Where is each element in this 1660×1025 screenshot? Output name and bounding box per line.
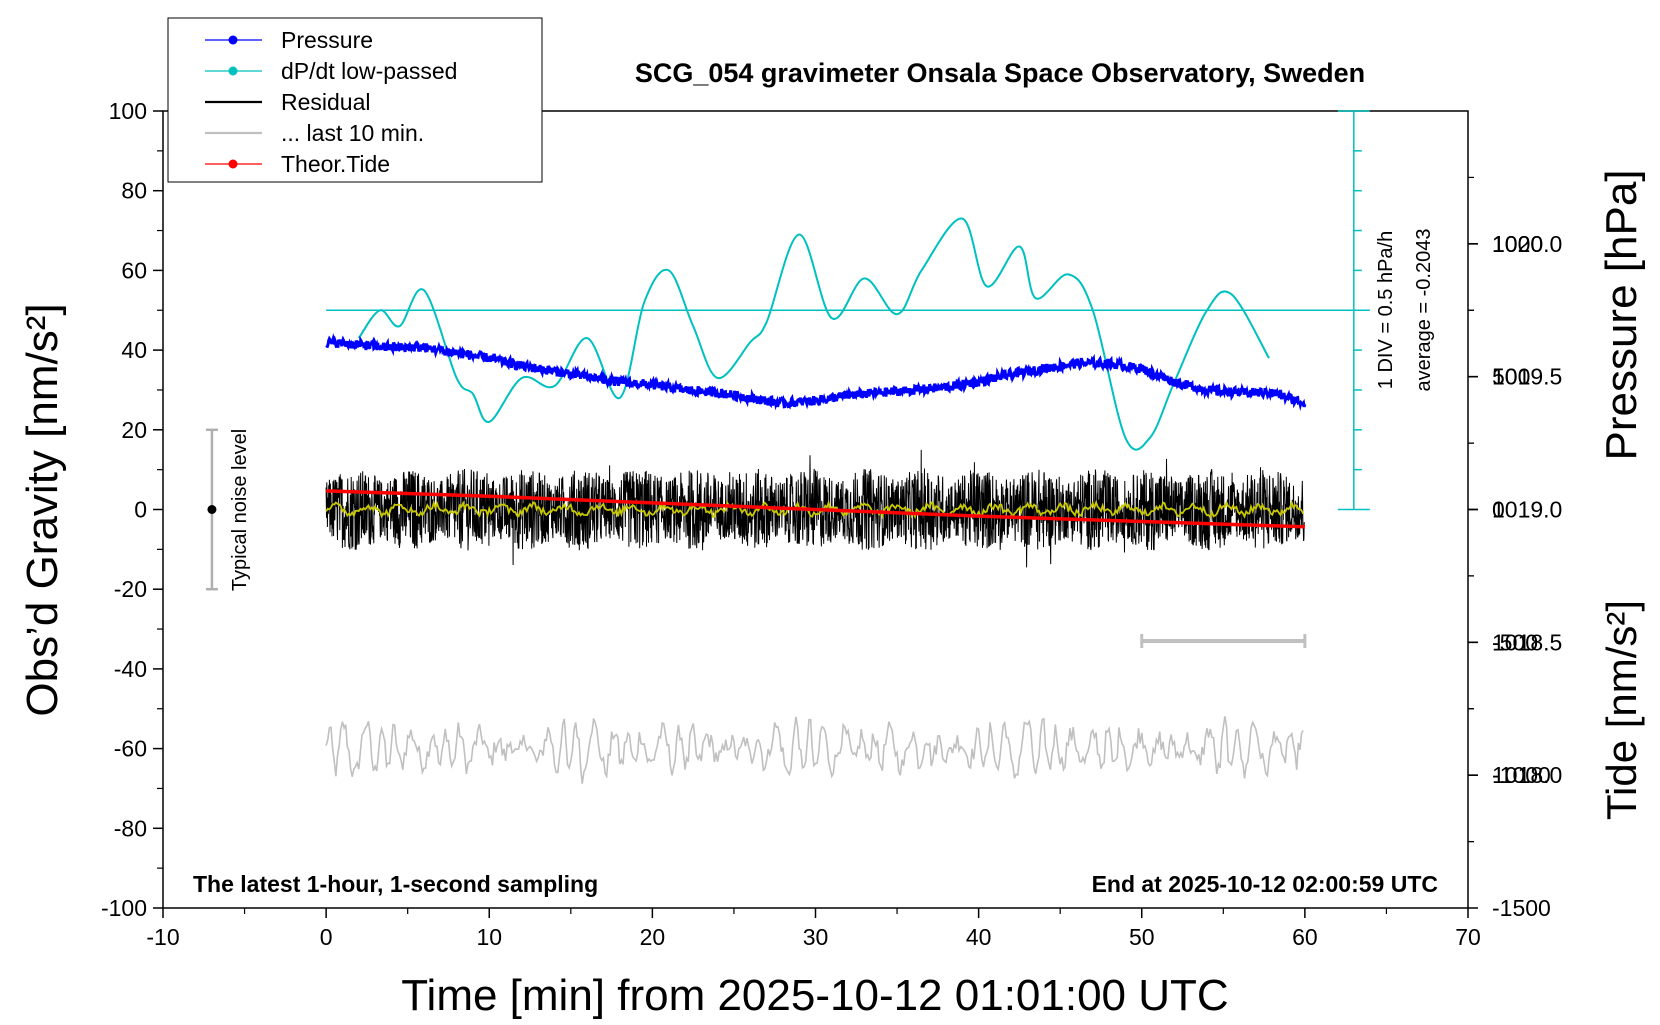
annotation-marks (205, 428, 1307, 649)
x-tick-label: 10 (476, 924, 502, 950)
legend-label: Theor.Tide (281, 151, 390, 177)
x-tick-label: 40 (966, 924, 992, 950)
x-axis-label: Time [min] from 2025-10-12 01:01:00 UTC (401, 971, 1228, 1020)
series-residual-smoothed (325, 499, 1305, 520)
legend-box (167, 17, 543, 183)
legend-entries: Pressure dP/dt low-passed Residual ... last… (205, 27, 457, 177)
series-dpdt (357, 217, 1270, 451)
y-tick-label: -100 (101, 895, 147, 921)
tide-tick-label: 1000 (1492, 231, 1543, 257)
pressure-tick-label: 1019.0 (1492, 497, 1562, 523)
x-tick-label: 20 (640, 924, 666, 950)
legend-label: Pressure (281, 27, 373, 53)
x-tick-label: -10 (146, 924, 179, 950)
y-tick-label: -60 (114, 736, 147, 762)
pressure-tick-label: 1019.5 (1492, 364, 1562, 390)
y-tick-label: 60 (121, 257, 147, 283)
legend-marker (228, 66, 238, 76)
legend-marker (228, 159, 238, 169)
y-tick-label: 100 (109, 98, 147, 124)
series-theor-tide (326, 489, 1305, 529)
series-last-10-min (325, 716, 1304, 784)
x-tick-label: 70 (1455, 924, 1481, 950)
x-tick-label: 60 (1292, 924, 1318, 950)
legend-marker (228, 35, 238, 45)
tide-axis-ticks: -1500 -1000 -500 0 500 1000 (1468, 231, 1551, 921)
dpdt-scale (326, 110, 1370, 511)
series-layer (325, 217, 1307, 784)
x-tick-label: 30 (803, 924, 829, 950)
x-tick-label: 50 (1129, 924, 1155, 950)
x-tick-label: 0 (320, 924, 333, 950)
pressure-axis-label: Pressure [hPa] (1597, 169, 1646, 460)
dpdt-average-label: average = -0.2043 (1413, 229, 1435, 392)
y-tick-label: -20 (114, 576, 147, 602)
pressure-axis-ticks: 1018.0 1018.5 1019.0 1019.5 1020.0 (1468, 176, 1562, 843)
annotation-sampling: The latest 1-hour, 1-second sampling (193, 871, 598, 897)
y-tick-label: 20 (121, 417, 147, 443)
y-tick-label: -40 (114, 656, 147, 682)
y-tick-label: -80 (114, 815, 147, 841)
annotation-end-time: End at 2025-10-12 02:00:59 UTC (1092, 871, 1438, 897)
chart-title: SCG_054 gravimeter Onsala Space Observat… (635, 58, 1365, 88)
legend: Pressure dP/dt low-passed Residual ... last… (167, 17, 543, 183)
y-tick-label: 0 (134, 497, 147, 523)
noise-level-label: Typical noise level (229, 429, 251, 591)
tide-tick-label: -1500 (1492, 895, 1551, 921)
x-axis-ticks: -10 0 10 20 30 40 50 60 70 (146, 908, 1481, 950)
pressure-tick-label: 1018.5 (1492, 629, 1562, 655)
tide-tick-label: 500 (1492, 364, 1530, 390)
tide-tick-label: -1000 (1492, 762, 1551, 788)
tide-axis-label: Tide [nm/s²] (1598, 600, 1645, 820)
dpdt-scale-label: 1 DIV = 0.5 hPa/h (1375, 231, 1397, 389)
y-tick-label: 80 (121, 178, 147, 204)
pressure-tick-label: 1018.0 (1492, 762, 1562, 788)
tide-tick-label: 0 (1492, 497, 1505, 523)
legend-label: ... last 10 min. (281, 120, 424, 146)
legend-label: dP/dt low-passed (281, 58, 457, 84)
pressure-tick-label: 1020.0 (1492, 231, 1562, 257)
y-axis-ticks: -100 -80 -60 -40 -20 0 20 40 60 80 100 (101, 98, 163, 921)
y-tick-label: 40 (121, 337, 147, 363)
noise-bar-center (207, 505, 217, 514)
legend-label: Residual (281, 89, 371, 115)
series-pressure (325, 333, 1307, 411)
tide-tick-label: -500 (1492, 629, 1538, 655)
y-axis-label: Obs’d Gravity [nm/s²] (18, 303, 67, 716)
